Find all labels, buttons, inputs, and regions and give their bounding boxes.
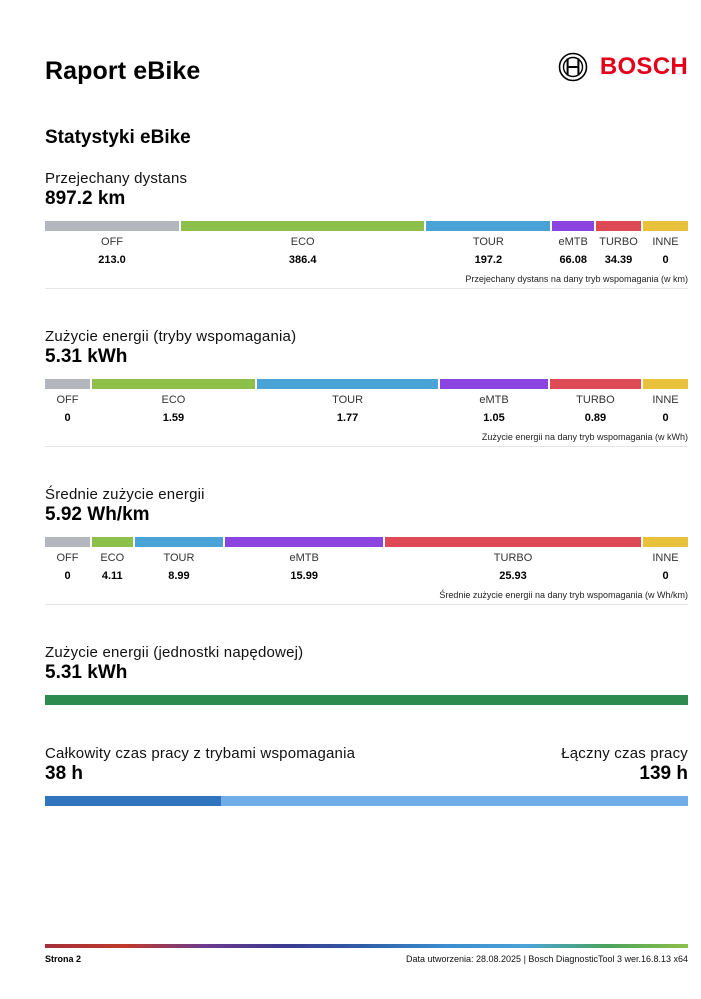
mode-label-off: OFF <box>56 394 79 406</box>
mode-value-turbo: 25.93 <box>499 570 527 582</box>
bar-segment-emtb <box>440 379 548 389</box>
mode-value-eco: 1.59 <box>162 412 185 424</box>
total-time-label: Łączny czas pracy <box>561 745 688 762</box>
bar-segment-tour <box>134 537 224 547</box>
total-time-value: 139 h <box>639 763 688 784</box>
mode-value-tour: 1.77 <box>336 412 359 424</box>
footer-stripe <box>45 944 688 948</box>
assist-time-bar-fill <box>45 796 221 806</box>
bar-segment-off <box>45 537 90 547</box>
divider <box>45 288 688 289</box>
bar-segment-inne <box>643 537 688 547</box>
mode-label-off: OFF <box>101 236 124 248</box>
assist-time: Całkowity czas pracy z trybami wspomagan… <box>45 745 688 785</box>
distance-section: Przejechany dystans 897.2 km OFF 213.0 ECO… <box>45 170 688 289</box>
mode-value-emtb: 1.05 <box>483 412 505 424</box>
operating-time-bar <box>45 796 688 806</box>
energy-modes-caption: Zużycie energii na dany tryb wspomagania… <box>481 432 688 442</box>
mode-value-turbo: 34.39 <box>604 254 633 266</box>
distance-bar <box>45 221 688 231</box>
mode-value-inne: 0 <box>662 254 669 266</box>
report-header: Raport eBike BOSCH <box>45 52 688 91</box>
energy-modes-bar <box>45 379 688 389</box>
operating-time-section: Całkowity czas pracy z trybami wspomagan… <box>45 745 688 806</box>
report-title: Raport eBike <box>45 57 201 85</box>
bar-segment-eco <box>92 379 255 389</box>
bar-segment-turbo <box>549 379 641 389</box>
drive-energy-label: Zużycie energii (jednostki napędowej) <box>45 644 304 661</box>
avg-energy-section: Średnie zużycie energii 5.92 Wh/km OFF 0 E… <box>45 486 688 605</box>
energy-modes-section: Zużycie energii (tryby wspomagania) 5.31… <box>45 328 688 447</box>
mode-label-inne: INNE <box>652 552 679 564</box>
mode-label-off: OFF <box>56 552 79 564</box>
mode-label-inne: INNE <box>652 394 679 406</box>
bar-segment-tour <box>256 379 439 389</box>
mode-label-turbo: TURBO <box>599 236 638 248</box>
mode-label-eco: ECO <box>161 394 186 406</box>
mode-label-turbo: TURBO <box>576 394 615 406</box>
energy-modes-value: 5.31 kWh <box>45 346 128 367</box>
mode-label-eco: ECO <box>100 552 125 564</box>
bar-segment-emtb <box>552 221 594 231</box>
bar-segment-turbo <box>385 537 641 547</box>
mode-label-eco: ECO <box>290 236 315 248</box>
avg-energy-label: Średnie zużycie energii <box>45 486 205 503</box>
drive-energy-value: 5.31 kWh <box>45 662 128 683</box>
mode-value-eco: 386.4 <box>288 254 317 266</box>
bar-segment-tour <box>426 221 551 231</box>
drive-energy-bar <box>45 695 688 705</box>
mode-value-emtb: 66.08 <box>559 254 587 266</box>
mode-value-tour: 197.2 <box>474 254 503 266</box>
bar-segment-inne <box>643 379 688 389</box>
bosch-armature-icon <box>558 52 588 82</box>
mode-label-tour: TOUR <box>332 394 364 406</box>
mode-label-emtb: eMTB <box>558 236 588 248</box>
bosch-wordmark: BOSCH <box>599 53 688 80</box>
mode-value-off: 0 <box>64 570 71 582</box>
avg-energy-bar <box>45 537 688 547</box>
total-time-bar-fill <box>45 796 688 806</box>
mode-value-off: 0 <box>64 412 71 424</box>
mode-value-eco: 4.11 <box>101 570 123 582</box>
mode-label-tour: TOUR <box>472 236 504 248</box>
mode-label-emtb: eMTB <box>479 394 509 406</box>
total-time: Łączny czas pracy 139 h <box>561 745 688 785</box>
bar-segment-turbo <box>596 221 641 231</box>
mode-label-emtb: eMTB <box>289 552 319 564</box>
assist-time-label: Całkowity czas pracy z trybami wspomagan… <box>45 745 356 762</box>
energy-modes-label: Zużycie energii (tryby wspomagania) <box>45 328 297 345</box>
divider <box>45 446 688 447</box>
bar-segment-eco <box>181 221 425 231</box>
distance-caption: Przejechany dystans na dany tryb wspomag… <box>465 274 688 284</box>
drive-energy-section: Zużycie energii (jednostki napędowej) 5.… <box>45 644 688 705</box>
drive-energy-bar-fill <box>45 695 688 705</box>
section-title: Statystyki eBike <box>45 127 191 148</box>
divider <box>45 604 688 605</box>
footer-info: Data utworzenia: 28.08.2025 | Bosch Diag… <box>405 954 688 964</box>
avg-energy-caption: Średnie zużycie energii na dany tryb wsp… <box>439 590 688 600</box>
bosch-logo: BOSCH <box>558 52 688 82</box>
bar-segment-off <box>45 221 180 231</box>
mode-value-turbo: 0.89 <box>584 412 607 424</box>
assist-time-value: 38 h <box>45 763 84 784</box>
distance-value: 897.2 km <box>45 188 126 209</box>
mode-label-tour: TOUR <box>163 552 195 564</box>
mode-value-inne: 0 <box>662 570 669 582</box>
bar-segment-inne <box>643 221 688 231</box>
page-number: Strona 2 <box>45 954 82 964</box>
avg-energy-value: 5.92 Wh/km <box>45 504 150 525</box>
mode-label-inne: INNE <box>652 236 679 248</box>
mode-value-inne: 0 <box>662 412 669 424</box>
mode-value-tour: 8.99 <box>168 570 190 582</box>
mode-value-off: 213.0 <box>98 254 126 266</box>
bar-segment-off <box>45 379 90 389</box>
mode-label-turbo: TURBO <box>493 552 533 564</box>
mode-value-emtb: 15.99 <box>290 570 318 582</box>
distance-label: Przejechany dystans <box>45 170 188 187</box>
bar-segment-emtb <box>225 537 384 547</box>
bar-segment-eco <box>92 537 133 547</box>
